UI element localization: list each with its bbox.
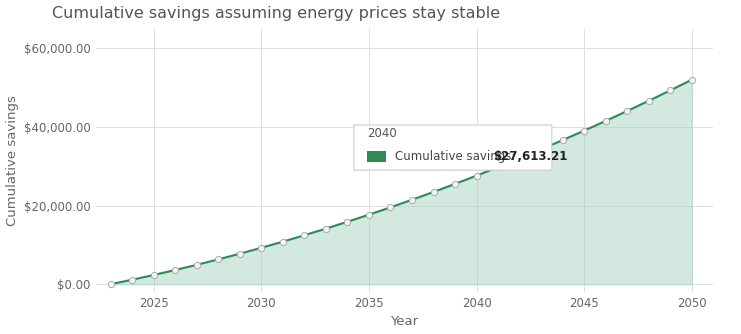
- FancyBboxPatch shape: [354, 125, 552, 170]
- X-axis label: Year: Year: [391, 315, 419, 328]
- Bar: [367, 151, 386, 162]
- Text: 2040: 2040: [367, 127, 396, 140]
- Y-axis label: Cumulative savings: Cumulative savings: [5, 95, 19, 226]
- Text: Cumulative savings:: Cumulative savings:: [395, 150, 519, 163]
- Text: $27,613.21: $27,613.21: [493, 150, 567, 163]
- Text: Cumulative savings assuming energy prices stay stable: Cumulative savings assuming energy price…: [53, 6, 501, 21]
